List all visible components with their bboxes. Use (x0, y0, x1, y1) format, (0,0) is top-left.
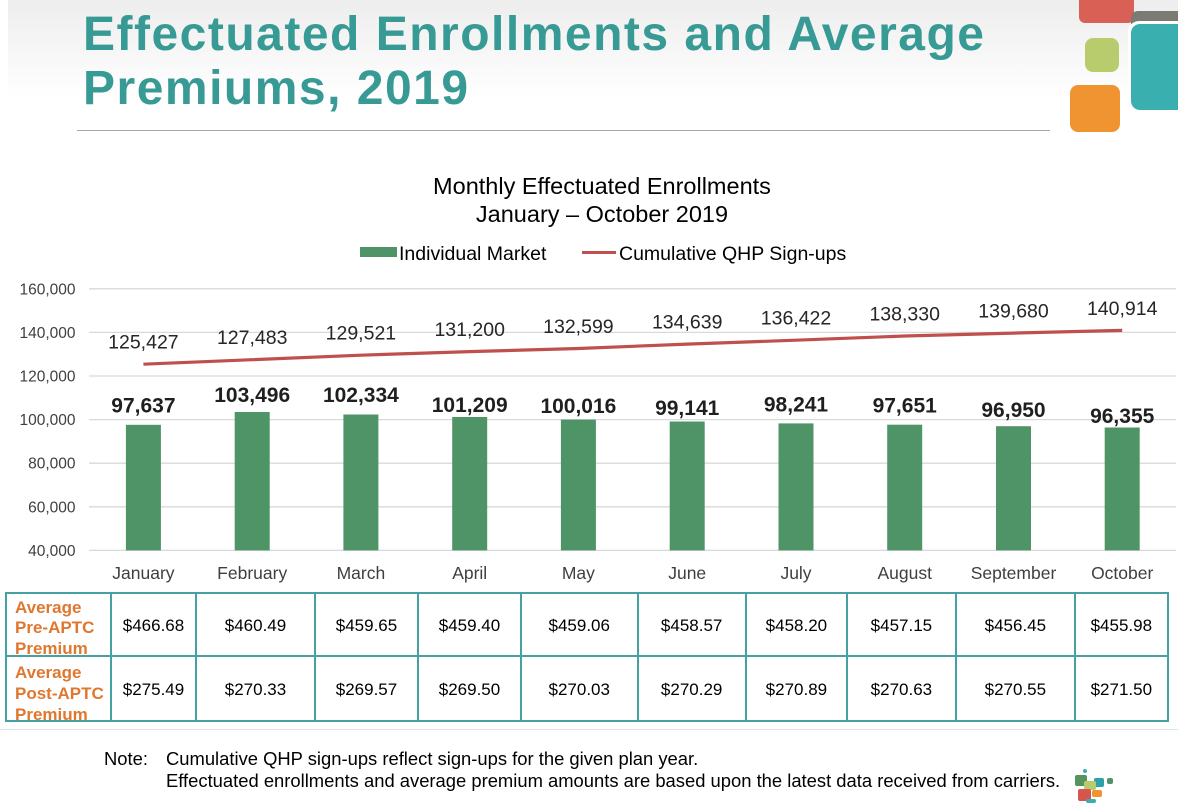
svg-text:40,000: 40,000 (28, 543, 76, 560)
svg-text:Cumulative QHP Sign-ups: Cumulative QHP Sign-ups (619, 243, 846, 265)
svg-text:125,427: 125,427 (108, 332, 179, 354)
svg-text:97,651: 97,651 (873, 394, 938, 417)
svg-text:101,209: 101,209 (432, 394, 508, 417)
svg-text:January – October 2019: January – October 2019 (476, 201, 728, 227)
svg-text:April: April (452, 563, 487, 583)
svg-text:132,599: 132,599 (543, 316, 614, 338)
svg-text:120,000: 120,000 (19, 369, 75, 386)
svg-text:February: February (217, 563, 287, 583)
svg-text:July: July (780, 563, 811, 583)
svg-text:June: June (668, 563, 706, 583)
svg-text:136,422: 136,422 (761, 308, 832, 330)
svg-text:99,141: 99,141 (655, 397, 720, 420)
svg-text:127,483: 127,483 (217, 327, 288, 349)
svg-text:Individual Market: Individual Market (399, 243, 547, 265)
svg-text:131,200: 131,200 (434, 319, 505, 341)
svg-text:September: September (971, 563, 1057, 583)
svg-text:96,355: 96,355 (1090, 405, 1155, 428)
svg-text:January: January (112, 563, 175, 583)
svg-text:98,241: 98,241 (764, 393, 829, 416)
svg-text:97,637: 97,637 (111, 395, 175, 418)
svg-text:60,000: 60,000 (28, 499, 76, 516)
svg-text:March: March (337, 563, 386, 583)
svg-text:May: May (562, 563, 595, 583)
svg-text:129,521: 129,521 (326, 323, 397, 345)
svg-text:96,950: 96,950 (981, 399, 1045, 422)
svg-text:102,334: 102,334 (323, 384, 399, 407)
svg-text:134,639: 134,639 (652, 312, 723, 334)
svg-text:139,680: 139,680 (978, 301, 1049, 323)
svg-text:160,000: 160,000 (19, 281, 75, 298)
svg-text:138,330: 138,330 (869, 304, 940, 326)
svg-text:100,000: 100,000 (19, 412, 75, 429)
svg-text:103,496: 103,496 (214, 384, 290, 407)
svg-text:100,016: 100,016 (540, 395, 616, 418)
svg-text:Monthly Effectuated Enrollment: Monthly Effectuated Enrollments (433, 173, 771, 199)
svg-text:October: October (1091, 563, 1153, 583)
svg-text:August: August (877, 563, 932, 583)
svg-text:80,000: 80,000 (28, 456, 76, 473)
svg-text:140,914: 140,914 (1087, 298, 1158, 320)
svg-text:140,000: 140,000 (19, 325, 75, 342)
